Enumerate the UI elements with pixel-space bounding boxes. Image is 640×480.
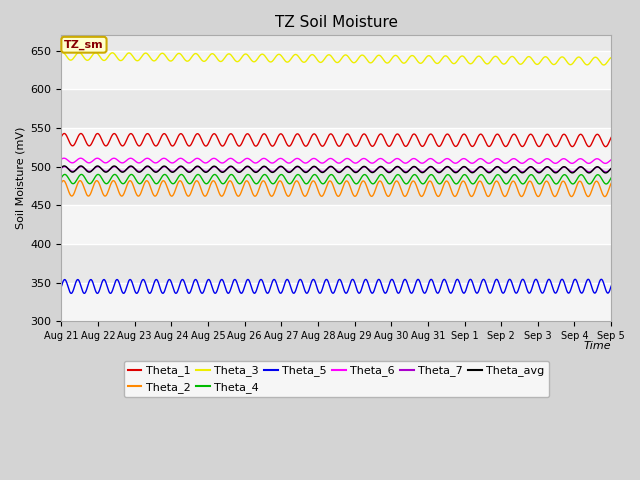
Theta_4 xyxy=(77,171,85,177)
Theta_avg xyxy=(602,170,610,176)
Theta_5 xyxy=(67,290,75,296)
Theta_6 xyxy=(58,156,65,162)
Theta_5 xyxy=(584,276,592,282)
Line: Theta_5: Theta_5 xyxy=(61,279,611,293)
Text: Time: Time xyxy=(584,341,611,351)
Theta_3 xyxy=(210,51,218,57)
Theta_7 xyxy=(420,168,428,174)
Line: Theta_4: Theta_4 xyxy=(61,174,611,184)
Theta_3 xyxy=(404,57,412,63)
Text: TZ_sm: TZ_sm xyxy=(64,40,104,50)
Theta_2 xyxy=(210,178,218,184)
Theta_4 xyxy=(67,180,75,186)
Theta_avg xyxy=(607,166,615,171)
Theta_1 xyxy=(210,131,218,137)
Theta_5 xyxy=(125,278,132,284)
Theta_6 xyxy=(125,156,132,162)
Theta_4 xyxy=(210,172,218,178)
Theta_5 xyxy=(420,290,428,296)
Theta_6 xyxy=(404,159,412,165)
Theta_2 xyxy=(420,191,428,197)
Theta_4 xyxy=(569,181,577,187)
Theta_6 xyxy=(60,156,68,161)
Theta_1 xyxy=(180,136,188,142)
Theta_5 xyxy=(210,288,218,294)
Theta_3 xyxy=(180,56,188,62)
Bar xyxy=(61,283,611,321)
Theta_5 xyxy=(58,284,65,289)
Theta_2 xyxy=(601,194,609,200)
Theta_6 xyxy=(68,160,76,166)
Theta_6 xyxy=(180,157,188,163)
Theta_5 xyxy=(81,290,88,296)
Bar xyxy=(61,51,611,89)
Theta_4 xyxy=(125,174,132,180)
Theta_3 xyxy=(607,55,615,60)
Theta_2 xyxy=(60,178,68,183)
Theta_2 xyxy=(68,193,76,199)
Theta_1 xyxy=(61,131,68,136)
Theta_4 xyxy=(404,180,412,186)
Line: Theta_2: Theta_2 xyxy=(61,180,611,197)
Theta_7 xyxy=(602,169,610,175)
Theta_1 xyxy=(125,132,132,138)
Y-axis label: Soil Moisture (mV): Soil Moisture (mV) xyxy=(15,127,25,229)
Theta_1 xyxy=(68,143,76,149)
Line: Theta_7: Theta_7 xyxy=(61,167,611,172)
Bar xyxy=(61,205,611,244)
Legend: Theta_1, Theta_2, Theta_3, Theta_4, Theta_5, Theta_6, Theta_7, Theta_avg: Theta_1, Theta_2, Theta_3, Theta_4, Thet… xyxy=(124,361,549,397)
Theta_3 xyxy=(58,49,66,55)
Bar xyxy=(61,128,611,167)
Theta_7 xyxy=(68,168,76,174)
Theta_7 xyxy=(607,166,615,171)
Theta_7 xyxy=(210,164,218,170)
Theta_avg xyxy=(180,166,188,171)
Theta_3 xyxy=(420,58,428,64)
Line: Theta_avg: Theta_avg xyxy=(61,166,611,173)
Theta_avg xyxy=(61,163,68,169)
Theta_6 xyxy=(607,157,615,163)
Theta_1 xyxy=(58,134,65,140)
Theta_4 xyxy=(58,175,65,180)
Theta_1 xyxy=(404,142,412,147)
Theta_1 xyxy=(602,144,610,150)
Line: Theta_3: Theta_3 xyxy=(61,52,611,65)
Title: TZ Soil Moisture: TZ Soil Moisture xyxy=(275,15,398,30)
Theta_avg xyxy=(404,169,412,175)
Theta_4 xyxy=(420,181,428,187)
Theta_3 xyxy=(125,50,132,56)
Theta_avg xyxy=(420,169,428,175)
Theta_avg xyxy=(58,165,65,170)
Theta_6 xyxy=(210,156,218,161)
Theta_1 xyxy=(607,134,615,140)
Theta_6 xyxy=(420,160,428,166)
Theta_2 xyxy=(180,186,188,192)
Theta_5 xyxy=(180,280,188,286)
Theta_7 xyxy=(125,165,132,170)
Theta_5 xyxy=(607,283,615,289)
Theta_3 xyxy=(68,57,76,62)
Theta_7 xyxy=(58,165,65,171)
Theta_6 xyxy=(601,160,609,166)
Theta_7 xyxy=(404,168,412,174)
Line: Theta_6: Theta_6 xyxy=(61,158,611,163)
Theta_7 xyxy=(180,166,188,171)
Theta_avg xyxy=(68,169,76,175)
Theta_1 xyxy=(420,143,428,148)
Theta_2 xyxy=(58,180,65,186)
Theta_avg xyxy=(210,163,218,169)
Theta_2 xyxy=(125,179,132,185)
Theta_3 xyxy=(58,50,65,56)
Theta_avg xyxy=(125,164,132,170)
Theta_7 xyxy=(61,164,68,169)
Theta_4 xyxy=(607,175,615,181)
Theta_4 xyxy=(180,174,188,180)
Theta_2 xyxy=(607,180,615,186)
Line: Theta_1: Theta_1 xyxy=(61,133,611,147)
Theta_3 xyxy=(600,62,607,68)
Theta_5 xyxy=(404,282,412,288)
Theta_2 xyxy=(404,190,412,195)
